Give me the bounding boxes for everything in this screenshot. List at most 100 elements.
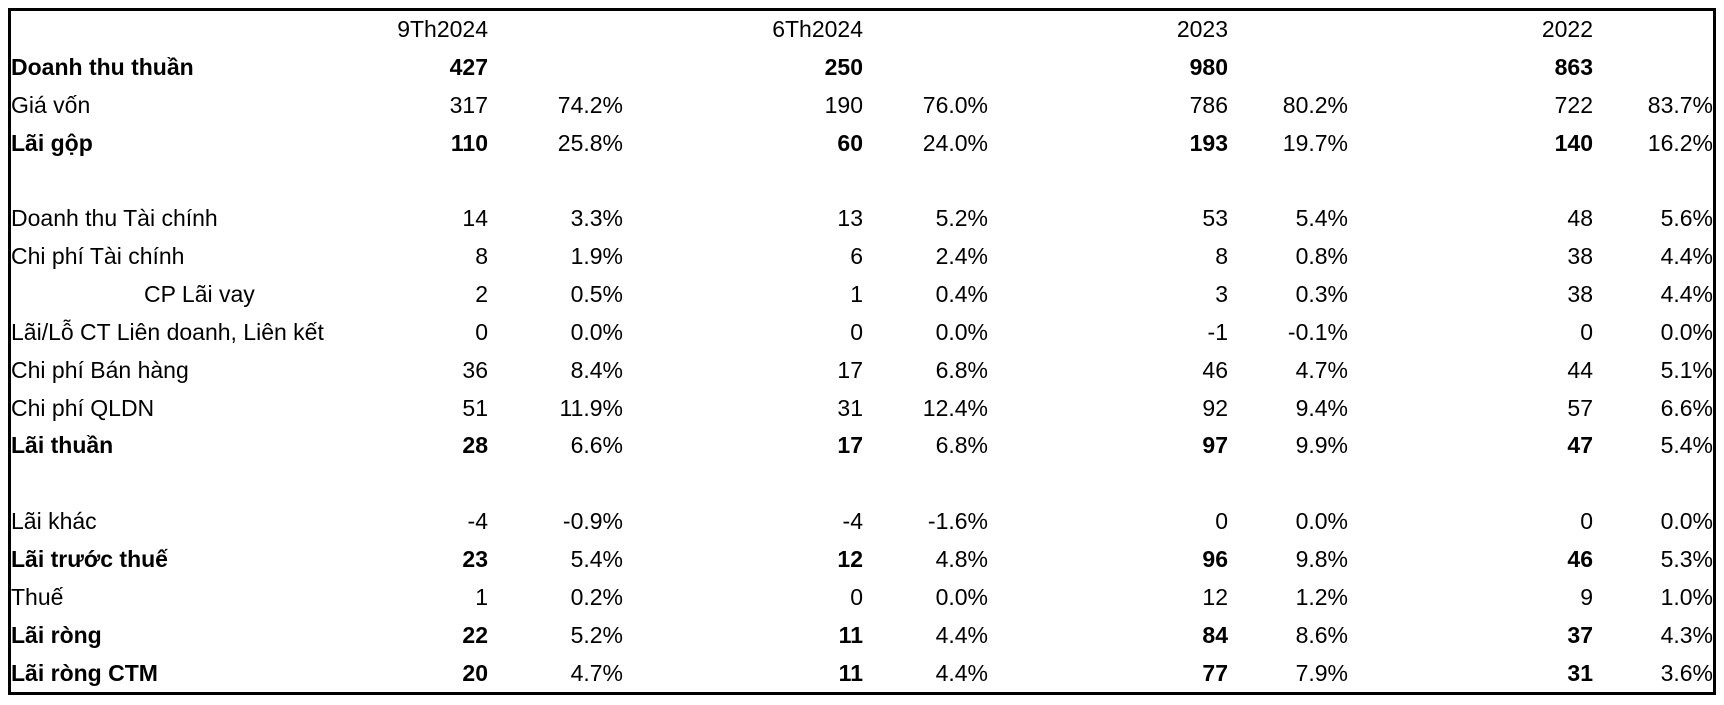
pct-cell: 0.0%	[935, 583, 988, 610]
value-cell: 110	[450, 129, 488, 156]
value-cell: 51	[462, 394, 488, 421]
pct-cell: 76.0%	[922, 91, 988, 118]
pct-cell: -0.1%	[1287, 318, 1348, 345]
value-cell: 92	[1202, 394, 1228, 421]
pct-cell: 24.0%	[922, 129, 988, 156]
row-label: Chi phí Tài chính	[11, 243, 185, 270]
row-label: Chi phí QLDN	[11, 394, 155, 421]
value-cell: 46	[1567, 545, 1593, 572]
value-cell: 427	[449, 53, 488, 80]
value-cell: 31	[1567, 659, 1593, 686]
row-label: Lãi khác	[11, 508, 97, 535]
pct-cell: 0.0%	[570, 318, 623, 345]
table-row: Chi phí Tài chính 8 1.9% 6 2.4% 8 0.8% 38 4.4%	[11, 238, 1713, 276]
value-cell: 3	[1215, 280, 1228, 307]
value-cell: 190	[824, 91, 863, 118]
value-cell: 0	[1580, 318, 1593, 345]
column-header: 9Th2024	[397, 16, 488, 43]
pct-cell: 2.4%	[935, 243, 988, 270]
value-cell	[623, 465, 863, 503]
value-cell: 48	[1567, 205, 1593, 232]
pct-cell: 83.7%	[1647, 91, 1713, 118]
pct-cell: 4.7%	[1295, 356, 1348, 383]
value-cell: 140	[1554, 129, 1593, 156]
pct-cell: 9.9%	[1295, 432, 1348, 459]
pct-cell: 0.0%	[1660, 508, 1713, 535]
value-cell	[1348, 465, 1593, 503]
pct-cell: 6.8%	[935, 432, 988, 459]
pct-cell: 6.8%	[935, 356, 988, 383]
pct-cell: 5.3%	[1660, 545, 1713, 572]
pct-cell	[863, 49, 988, 87]
pct-cell: 0.0%	[1660, 318, 1713, 345]
row-label: Lãi/Lỗ CT Liên doanh, Liên kết	[11, 318, 324, 345]
pct-cell: 5.1%	[1660, 356, 1713, 383]
income-statement-table: 9Th2024 6Th2024 2023 2022 Doanh thu thuần 42…	[11, 11, 1713, 692]
pct-cell: 74.2%	[557, 91, 623, 118]
value-cell: 17	[837, 356, 863, 383]
pct-cell: 7.9%	[1295, 659, 1348, 686]
pct-cell: 19.7%	[1282, 129, 1348, 156]
row-label: Lãi gộp	[11, 129, 93, 156]
pct-cell: 80.2%	[1282, 91, 1348, 118]
value-cell: 53	[1202, 205, 1228, 232]
header-gap-cell	[1228, 11, 1348, 49]
value-cell: 20	[462, 659, 488, 686]
pct-cell: 4.4%	[935, 659, 988, 686]
pct-cell: 3.6%	[1660, 659, 1713, 686]
header-row: 9Th2024 6Th2024 2023 2022	[11, 11, 1713, 49]
value-cell: 0	[850, 583, 863, 610]
value-cell: 13	[837, 205, 863, 232]
pct-cell: 5.4%	[1295, 205, 1348, 232]
pct-cell: 9.4%	[1295, 394, 1348, 421]
column-header: 6Th2024	[772, 16, 863, 43]
pct-cell	[488, 465, 623, 503]
value-cell: 722	[1554, 91, 1593, 118]
value-cell: 60	[837, 129, 863, 156]
table-row: Giá vốn 317 74.2% 190 76.0% 786 80.2% 722 83.7%	[11, 86, 1713, 124]
pct-cell: 16.2%	[1647, 129, 1713, 156]
blank-row	[11, 162, 1713, 200]
pct-cell: 4.7%	[570, 659, 623, 686]
value-cell: 9	[1580, 583, 1593, 610]
pct-cell: 8.4%	[570, 356, 623, 383]
table-body: Doanh thu thuần 427 250 980 863 Giá vốn 317 74.…	[11, 49, 1713, 693]
value-cell	[623, 162, 863, 200]
pct-cell	[1593, 162, 1713, 200]
table-row: Lãi khác -4 -0.9% -4 -1.6% 0 0.0% 0 0.0%	[11, 503, 1713, 541]
header-gap-cell	[488, 11, 623, 49]
pct-cell: 12.4%	[922, 394, 988, 421]
value-cell: 8	[1215, 243, 1228, 270]
row-label: Doanh thu thuần	[11, 53, 194, 80]
pct-cell: 11.9%	[559, 394, 623, 421]
pct-cell	[1228, 162, 1348, 200]
pct-cell: -1.6%	[927, 508, 988, 535]
value-cell: 0	[475, 318, 488, 345]
pct-cell	[1228, 49, 1348, 87]
pct-cell	[1593, 49, 1713, 87]
pct-cell: 5.4%	[1660, 432, 1713, 459]
pct-cell	[863, 465, 988, 503]
pct-cell: 5.2%	[935, 205, 988, 232]
value-cell: 250	[824, 53, 863, 80]
value-cell: 38	[1567, 280, 1593, 307]
pct-cell: -0.9%	[562, 508, 623, 535]
row-label: CP Lãi vay	[144, 280, 255, 307]
pct-cell: 8.6%	[1295, 621, 1348, 648]
pct-cell: 4.4%	[1660, 280, 1713, 307]
value-cell: 38	[1567, 243, 1593, 270]
value-cell: 8	[475, 243, 488, 270]
table-row: Doanh thu Tài chính 14 3.3% 13 5.2% 53 5.4% 48 5…	[11, 200, 1713, 238]
table-row: Lãi thuần 28 6.6% 17 6.8% 97 9.9% 47 5.4%	[11, 427, 1713, 465]
pct-cell: 0.3%	[1295, 280, 1348, 307]
pct-cell: 6.6%	[1660, 394, 1713, 421]
value-cell: 22	[462, 621, 488, 648]
value-cell	[388, 465, 488, 503]
value-cell: 96	[1202, 545, 1228, 572]
value-cell: 12	[837, 545, 863, 572]
row-label	[11, 465, 388, 503]
value-cell: 193	[1189, 129, 1228, 156]
pct-cell: 6.6%	[570, 432, 623, 459]
value-cell	[388, 162, 488, 200]
pct-cell	[863, 162, 988, 200]
